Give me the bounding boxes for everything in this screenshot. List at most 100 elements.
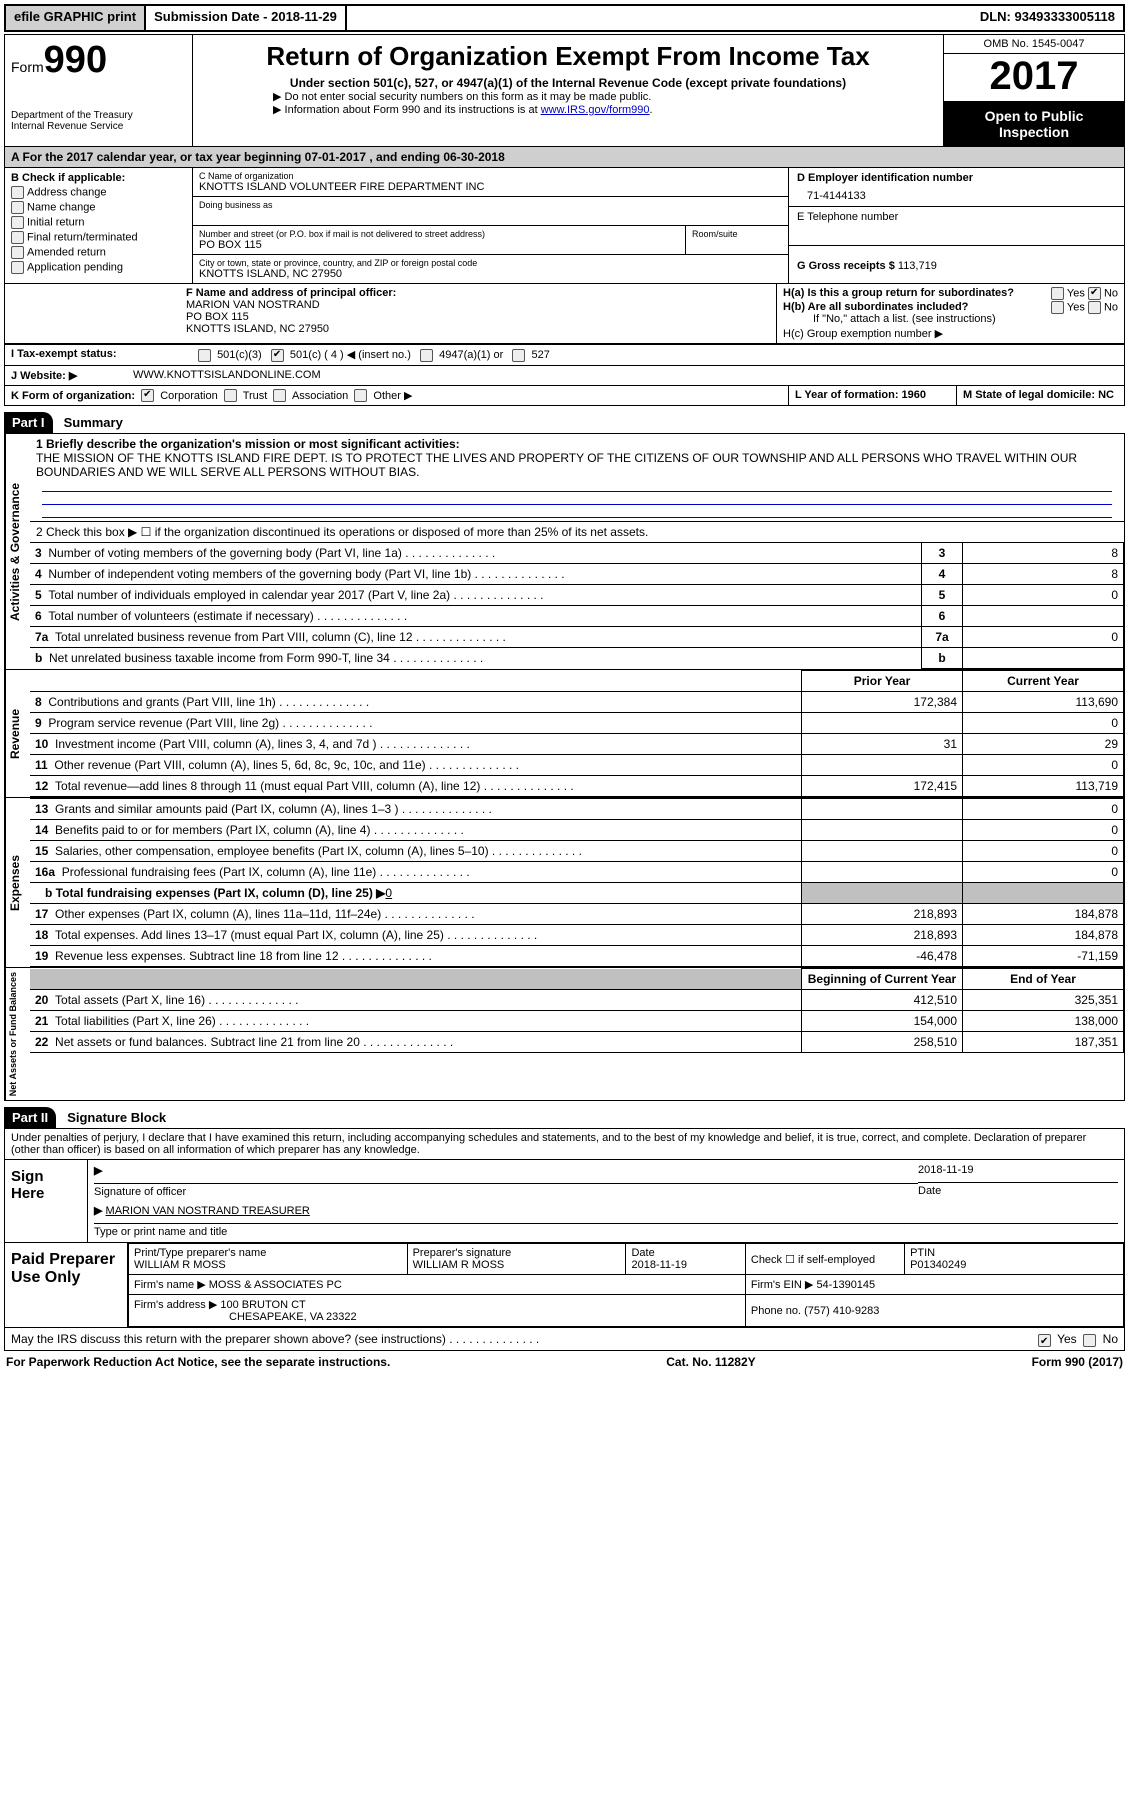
gov-line-4: 4 Number of independent voting members o…	[30, 564, 1124, 585]
ha-yes[interactable]	[1051, 287, 1064, 300]
footer-left: For Paperwork Reduction Act Notice, see …	[6, 1355, 390, 1369]
hb-label: H(b) Are all subordinates included?	[783, 301, 968, 313]
col-b-title: B Check if applicable:	[11, 172, 125, 184]
cb-527[interactable]	[512, 349, 525, 362]
website-value: WWW.KNOTTSISLANDONLINE.COM	[127, 366, 1124, 385]
rev-line-11: 11 Other revenue (Part VIII, column (A),…	[30, 755, 1124, 776]
type-name-label: Type or print name and title	[94, 1226, 227, 1238]
cb-corp[interactable]	[141, 389, 154, 402]
sig-officer-label: Signature of officer	[94, 1186, 186, 1198]
firm-ein: 54-1390145	[816, 1279, 875, 1291]
paid-preparer-label: Paid Preparer Use Only	[5, 1243, 128, 1327]
page-footer: For Paperwork Reduction Act Notice, see …	[4, 1351, 1125, 1373]
officer-addr2: KNOTTS ISLAND, NC 27950	[186, 323, 329, 335]
sign-here-label: Sign Here	[5, 1160, 88, 1242]
form-header: Form990 Department of the Treasury Inter…	[4, 34, 1125, 147]
cb-other[interactable]	[354, 389, 367, 402]
form-subtitle: Under section 501(c), 527, or 4947(a)(1)…	[203, 76, 933, 90]
self-employed-check[interactable]: Check ☐ if self-employed	[745, 1244, 904, 1275]
discuss-no[interactable]	[1083, 1334, 1096, 1347]
exp-line-16a: 16a Professional fundraising fees (Part …	[30, 862, 1124, 883]
officer-addr1: PO BOX 115	[186, 311, 249, 323]
na-line-22: 22 Net assets or fund balances. Subtract…	[30, 1032, 1124, 1053]
org-name-label: C Name of organization	[199, 171, 782, 181]
governance-table: 3 Number of voting members of the govern…	[30, 542, 1124, 669]
officer-printed-name: MARION VAN NOSTRAND TREASURER	[106, 1205, 310, 1217]
prep-date: 2018-11-19	[631, 1259, 686, 1271]
arrow-icon: ▶	[94, 1165, 102, 1177]
ein-label: D Employer identification number	[797, 172, 973, 184]
cb-name-change[interactable]: Name change	[11, 201, 186, 214]
part-1-title: Summary	[56, 415, 123, 430]
column-d: D Employer identification number 71-4144…	[788, 168, 1124, 283]
cb-application-pending[interactable]: Application pending	[11, 261, 186, 274]
rev-line-12: 12 Total revenue—add lines 8 through 11 …	[30, 776, 1124, 797]
section-a-tax-year: A For the 2017 calendar year, or tax yea…	[4, 147, 1125, 168]
prep-name: WILLIAM R MOSS	[134, 1259, 226, 1271]
irs: Internal Revenue Service	[11, 121, 186, 132]
dln: DLN: 93493333005118	[972, 6, 1123, 30]
note-ssn: ▶ Do not enter social security numbers o…	[273, 90, 933, 103]
form-org-label: K Form of organization:	[11, 390, 135, 402]
gross-label: G Gross receipts $	[797, 260, 898, 272]
firm-addr-label: Firm's address ▶	[134, 1299, 217, 1311]
firm-phone: (757) 410-9283	[804, 1305, 879, 1317]
line-2: 2 Check this box ▶ ☐ if the organization…	[30, 521, 1124, 542]
column-b-checkboxes: B Check if applicable: Address change Na…	[5, 168, 193, 283]
cb-initial-return[interactable]: Initial return	[11, 216, 186, 229]
year-formation: L Year of formation: 1960	[795, 389, 926, 401]
form-990: 990	[44, 39, 107, 81]
state-domicile: M State of legal domicile: NC	[963, 389, 1114, 401]
vtab-expenses: Expenses	[5, 798, 30, 967]
firm-ein-label: Firm's EIN ▶	[751, 1279, 814, 1291]
row-k: K Form of organization: Corporation Trus…	[4, 386, 1125, 407]
ptin-label: PTIN	[910, 1247, 935, 1259]
ha-label: H(a) Is this a group return for subordin…	[783, 287, 1014, 299]
city-label: City or town, state or province, country…	[199, 258, 782, 268]
na-line-20: 20 Total assets (Part X, line 16)412,510…	[30, 990, 1124, 1011]
hb-yes[interactable]	[1051, 301, 1064, 314]
part-2-title: Signature Block	[59, 1110, 166, 1125]
dept-treasury: Department of the Treasury	[11, 110, 186, 121]
ha-no[interactable]	[1088, 287, 1101, 300]
cb-address-change[interactable]: Address change	[11, 186, 186, 199]
cb-trust[interactable]	[224, 389, 237, 402]
cb-final-return[interactable]: Final return/terminated	[11, 231, 186, 244]
firm-phone-label: Phone no.	[751, 1305, 801, 1317]
exp-line-14: 14 Benefits paid to or for members (Part…	[30, 820, 1124, 841]
h-b: H(b) Are all subordinates included? Yes …	[783, 301, 1118, 313]
prep-name-label: Print/Type preparer's name	[134, 1247, 266, 1259]
ein-value: 71-4144133	[797, 190, 1116, 202]
date-label: Date	[918, 1185, 941, 1197]
arrow-icon: ▶	[94, 1205, 102, 1217]
ptin-value: P01340249	[910, 1259, 966, 1271]
dln-value: 93493333005118	[1014, 9, 1115, 24]
gov-line-b: b Net unrelated business taxable income …	[30, 648, 1124, 669]
cb-4947[interactable]	[420, 349, 433, 362]
cb-501c[interactable]	[271, 349, 284, 362]
irs-link[interactable]: www.IRS.gov/form990	[541, 104, 650, 116]
mission-text: THE MISSION OF THE KNOTTS ISLAND FIRE DE…	[36, 451, 1077, 479]
exp-line-16b: b Total fundraising expenses (Part IX, c…	[30, 883, 1124, 904]
discuss-yes[interactable]	[1038, 1334, 1051, 1347]
mission-label: 1 Briefly describe the organization's mi…	[36, 437, 460, 451]
street-value: PO BOX 115	[199, 239, 679, 251]
tax-exempt-label: I Tax-exempt status:	[5, 345, 192, 365]
expenses-table: 13 Grants and similar amounts paid (Part…	[30, 798, 1124, 967]
hb-no[interactable]	[1088, 301, 1101, 314]
open2: Inspection	[999, 124, 1069, 140]
preparer-table: Print/Type preparer's nameWILLIAM R MOSS…	[128, 1243, 1124, 1327]
cb-501c3[interactable]	[198, 349, 211, 362]
cb-assoc[interactable]	[273, 389, 286, 402]
vtab-net-assets: Net Assets or Fund Balances	[5, 968, 30, 1100]
efile-print[interactable]: efile GRAPHIC print	[6, 6, 146, 30]
gov-line-5: 5 Total number of individuals employed i…	[30, 585, 1124, 606]
discuss-label: May the IRS discuss this return with the…	[11, 1332, 446, 1346]
rev-line-10: 10 Investment income (Part VIII, column …	[30, 734, 1124, 755]
form-prefix: Form	[11, 59, 44, 75]
open-to-public: Open to Public Inspection	[944, 102, 1124, 146]
part-1-body: Activities & Governance 1 Briefly descri…	[4, 433, 1125, 1101]
firm-addr2: CHESAPEAKE, VA 23322	[134, 1311, 357, 1323]
cb-amended-return[interactable]: Amended return	[11, 246, 186, 259]
room-label: Room/suite	[692, 229, 782, 239]
